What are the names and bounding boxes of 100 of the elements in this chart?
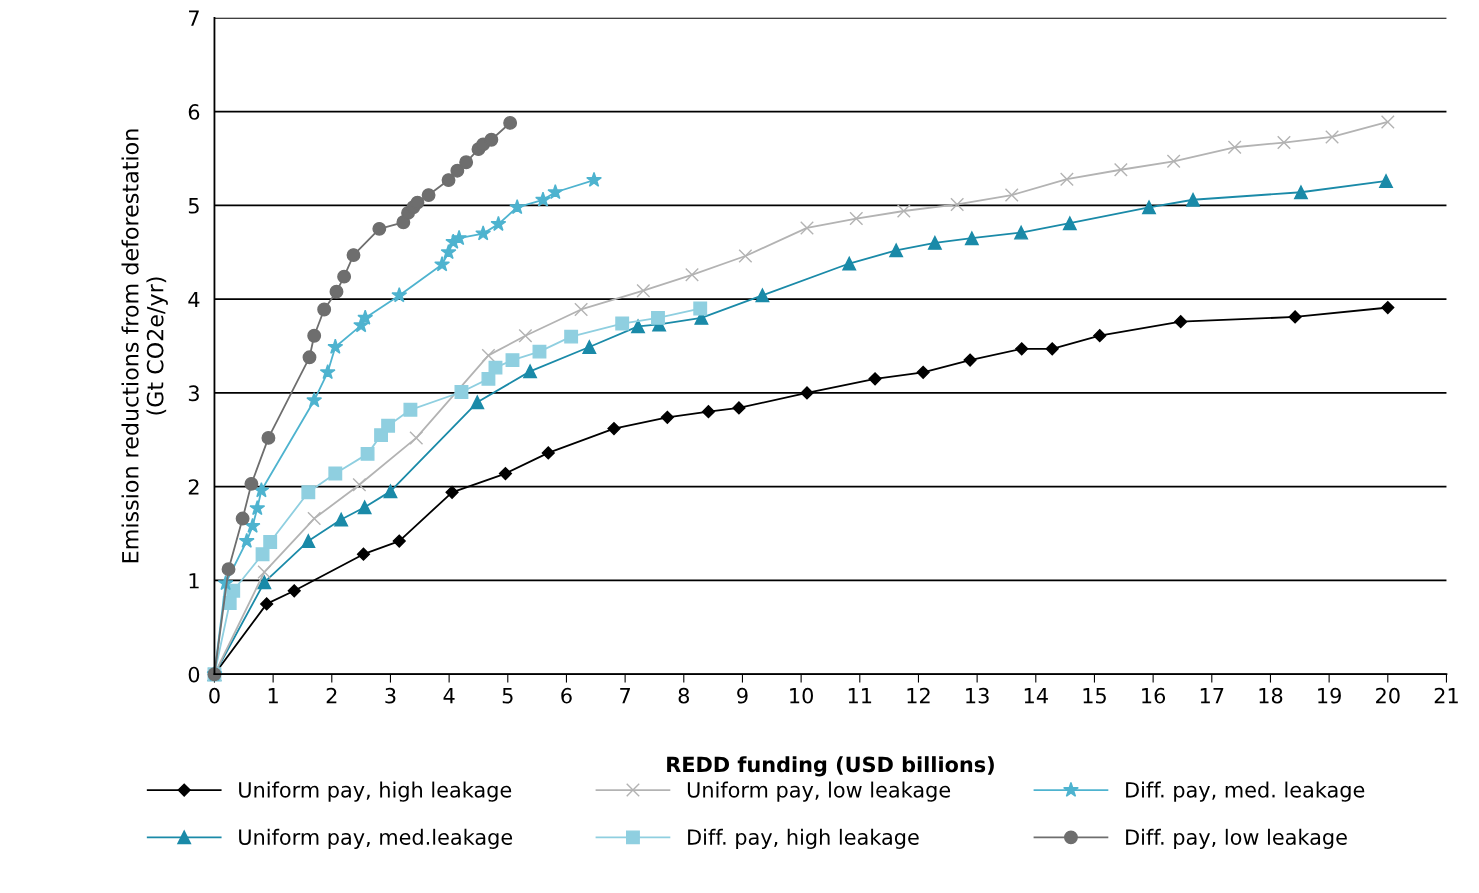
point (257, 575, 272, 590)
point (1325, 129, 1340, 144)
point (889, 243, 904, 258)
y-tick-label: 5 (188, 198, 199, 214)
point (800, 220, 814, 235)
point (360, 446, 375, 461)
point (916, 365, 930, 379)
point (328, 466, 343, 481)
x-tick-label: 7 (620, 688, 630, 704)
x-tick-label: 16 (1142, 687, 1166, 704)
y-tick-label: 6 (188, 104, 200, 120)
x-tick-label: 5 (502, 688, 513, 704)
point (1014, 225, 1029, 240)
point (307, 328, 322, 343)
point (409, 430, 424, 445)
x-tick-label: 10 (790, 687, 813, 704)
point (307, 511, 322, 526)
x-tick-label: 17 (1200, 688, 1224, 704)
point (1381, 301, 1395, 315)
point (421, 188, 436, 203)
point (1174, 315, 1188, 329)
point (800, 386, 814, 400)
x-tick-label: 11 (848, 688, 872, 704)
point (660, 410, 674, 424)
point (1045, 342, 1059, 356)
x-tick-label: 0 (209, 687, 220, 704)
point (927, 235, 942, 250)
point (518, 328, 533, 343)
point (475, 225, 492, 241)
point (306, 392, 323, 408)
point (701, 405, 716, 419)
point (238, 532, 255, 548)
legend-label: Uniform pay, med.leakage (239, 828, 513, 849)
point (868, 372, 882, 386)
x-tick-label: 19 (1318, 687, 1341, 704)
point (1015, 342, 1029, 356)
point (319, 363, 336, 380)
x-tick-label: 6 (561, 687, 572, 704)
point (685, 267, 699, 282)
point (249, 499, 266, 516)
point (392, 534, 406, 548)
point (950, 197, 965, 212)
y-tick-label: 0 (188, 666, 200, 683)
point (1227, 140, 1242, 155)
point (738, 249, 753, 263)
x-tick-label: 20 (1376, 687, 1400, 704)
point (615, 316, 630, 331)
point (1277, 135, 1291, 150)
x-tick-label: 4 (443, 688, 455, 704)
point (1288, 310, 1302, 324)
y-tick-label: 3 (188, 385, 199, 402)
point (532, 344, 547, 359)
y-tick-label: 4 (188, 291, 200, 308)
point (1294, 185, 1308, 200)
point (317, 302, 332, 317)
y-axis-title: Emission reductions from deforestation (Gt CO2e/yr) (121, 129, 168, 563)
point (450, 163, 465, 178)
point (410, 195, 425, 210)
point (564, 329, 579, 344)
legend-label: Uniform pay, high leakage (239, 781, 512, 802)
x-tick-label: 2 (326, 687, 337, 704)
legend-label: Diff. pay, med. leakage (1126, 781, 1365, 802)
point (541, 446, 555, 460)
point (481, 371, 496, 386)
y-tick-label: 7 (189, 10, 199, 26)
point (693, 301, 708, 316)
point (547, 183, 564, 200)
point (1379, 174, 1393, 188)
point (1093, 329, 1107, 343)
x-axis-title: REDD funding (USD billions) (667, 756, 994, 777)
point (226, 583, 241, 598)
point (372, 221, 387, 236)
point (253, 482, 270, 498)
point (1380, 114, 1395, 129)
point (963, 353, 977, 367)
y-tick-label: 1 (189, 573, 199, 589)
y-tick-label: 2 (188, 479, 199, 495)
point (505, 353, 520, 368)
point (261, 430, 276, 445)
point (470, 395, 485, 410)
point (357, 500, 372, 515)
point (964, 231, 979, 246)
point (235, 511, 250, 526)
point (244, 476, 259, 491)
point (346, 248, 361, 263)
point (260, 597, 274, 611)
point (509, 198, 526, 215)
point (574, 302, 589, 317)
point (434, 256, 451, 272)
point (383, 484, 398, 499)
x-tick-label: 13 (966, 687, 989, 704)
point (503, 115, 518, 130)
point (454, 385, 469, 399)
point (403, 402, 418, 417)
point (459, 155, 474, 170)
x-tick-label: 18 (1259, 687, 1283, 704)
point (357, 309, 374, 325)
point (337, 269, 352, 284)
x-tick-label: 21 (1434, 687, 1458, 704)
point (221, 562, 236, 577)
